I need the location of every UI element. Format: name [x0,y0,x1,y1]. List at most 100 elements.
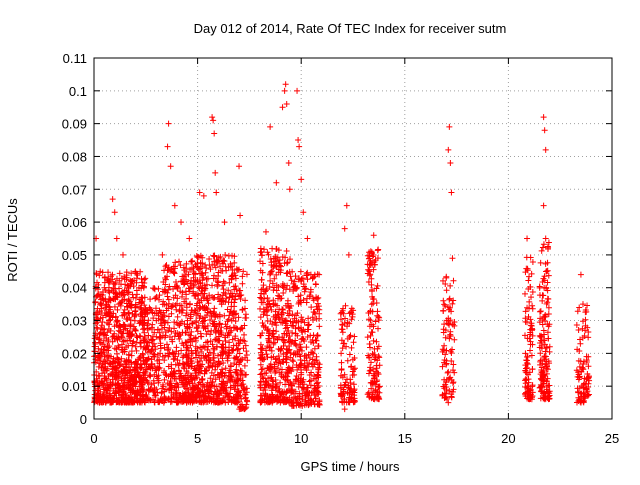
data-point [339,345,346,352]
data-point [537,259,544,266]
data-point [297,381,304,388]
data-point [199,303,206,310]
data-point [171,270,178,277]
data-point [284,398,291,405]
data-point [284,259,291,266]
data-point [310,297,317,304]
data-point [338,326,345,333]
data-point [295,383,302,390]
data-point [537,308,544,315]
data-point [96,399,103,406]
data-point [200,192,207,199]
data-point [119,370,126,377]
data-point [237,212,244,219]
data-point [524,235,531,242]
data-point [258,379,265,386]
data-point [146,387,153,394]
data-point [149,325,156,332]
data-point [280,337,287,344]
data-point [170,263,177,270]
data-point [145,346,152,353]
data-point [300,326,307,333]
data-point [105,347,112,354]
data-point [238,291,245,298]
data-point [268,261,275,268]
data-point [174,357,181,364]
data-point [370,266,377,273]
data-point [215,372,222,379]
data-point [266,271,273,278]
data-point [314,295,321,302]
data-point [279,104,286,111]
data-point [124,290,131,297]
data-point [169,303,176,310]
data-point [538,383,545,390]
data-point [186,235,193,242]
y-tick-label: 0.01 [62,379,87,394]
data-point [202,307,209,314]
data-point [375,325,382,332]
data-point [296,395,303,402]
data-point [220,278,227,285]
data-point [94,392,101,399]
y-tick-label: 0.1 [69,84,87,99]
data-point [132,343,139,350]
data-point [580,318,587,325]
data-point [288,322,295,329]
data-point [341,406,348,413]
data-point [209,114,216,121]
data-point [350,366,357,373]
data-point [540,114,547,121]
data-point [540,390,547,397]
data-point [542,146,549,153]
data-point [167,371,174,378]
data-point [529,288,536,295]
data-point [579,301,586,308]
data-point [243,271,250,278]
data-point [279,366,285,373]
data-point [263,351,270,358]
data-point [161,324,168,331]
data-point [114,306,121,313]
data-point [151,399,158,406]
data-point [295,275,302,282]
data-point [210,372,217,379]
data-point [106,312,113,319]
data-point [185,352,192,359]
data-point [184,280,191,287]
data-point [450,277,457,284]
data-point [273,246,280,253]
data-point [138,300,145,307]
data-point [215,327,222,334]
data-point [367,317,374,324]
data-point [189,391,196,398]
data-point [203,330,210,337]
data-point [109,196,116,203]
data-point [544,267,551,274]
data-point [190,288,197,295]
data-point [156,292,163,299]
data-point [128,386,135,393]
data-point [303,401,310,408]
data-point [287,366,294,373]
data-point [277,392,284,399]
data-point [129,366,136,373]
data-point [211,346,218,353]
data-point [288,277,295,284]
data-point [270,287,277,294]
data-point [576,336,583,343]
data-point [298,176,305,183]
data-point [230,315,237,322]
data-point [233,325,240,332]
data-point [440,277,447,284]
data-point [191,270,198,277]
data-point [298,369,305,376]
data-point [176,258,183,265]
data-point [219,370,226,377]
data-point [236,163,243,170]
data-point [231,253,238,260]
data-point [240,385,247,392]
data-point [369,381,376,388]
data-point [289,268,296,275]
